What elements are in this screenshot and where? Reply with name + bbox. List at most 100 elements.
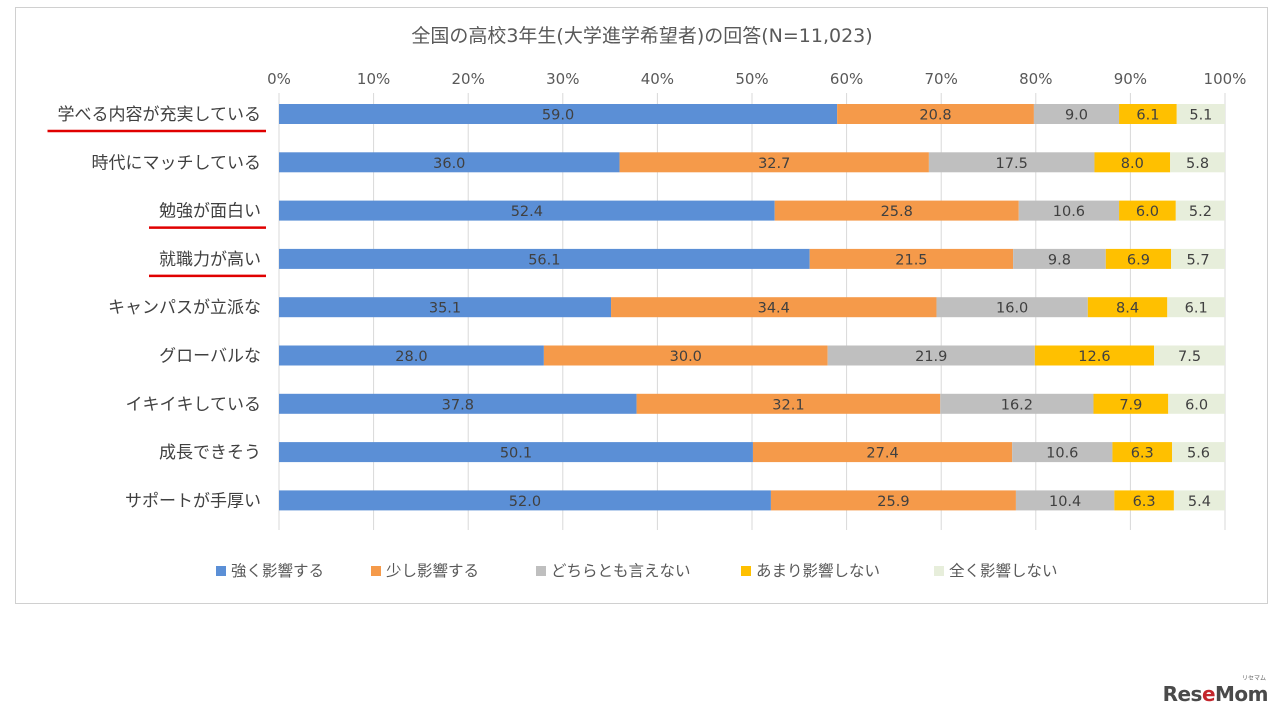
bar-segment bbox=[1176, 104, 1225, 124]
data-label: 6.1 bbox=[1136, 108, 1159, 124]
bar-segment bbox=[1119, 200, 1176, 221]
bar-segment bbox=[279, 104, 838, 124]
data-label: 6.1 bbox=[1185, 301, 1208, 317]
x-tick-label: 30% bbox=[546, 70, 579, 88]
data-label: 8.0 bbox=[1121, 156, 1144, 172]
bar-segment bbox=[837, 104, 1034, 124]
data-label: 36.0 bbox=[433, 156, 465, 172]
data-label: 16.2 bbox=[1001, 397, 1033, 413]
data-label: 7.5 bbox=[1178, 349, 1201, 365]
bar-segment bbox=[1173, 490, 1225, 511]
data-label: 6.0 bbox=[1185, 397, 1208, 413]
data-label: 5.2 bbox=[1189, 204, 1212, 220]
bar-segment bbox=[619, 152, 929, 173]
bar-segment bbox=[1018, 200, 1120, 221]
x-tick-label: 40% bbox=[641, 70, 674, 88]
bar-segment bbox=[1112, 442, 1173, 463]
x-tick-label: 50% bbox=[735, 70, 768, 88]
bar-segment bbox=[1114, 490, 1174, 511]
data-label: 7.9 bbox=[1119, 397, 1142, 413]
bar-segment bbox=[1013, 248, 1106, 269]
data-label: 17.5 bbox=[996, 156, 1028, 172]
category-label: 就職力が高い bbox=[159, 250, 261, 270]
bar-segment bbox=[1119, 104, 1177, 124]
data-label: 52.4 bbox=[511, 204, 543, 220]
data-label: 16.0 bbox=[996, 301, 1028, 317]
bar-segment bbox=[279, 442, 753, 463]
legend-swatch bbox=[934, 566, 944, 576]
data-label: 28.0 bbox=[395, 349, 427, 365]
data-label: 27.4 bbox=[866, 446, 898, 462]
bar-segment bbox=[936, 297, 1088, 318]
x-tick-label: 20% bbox=[452, 70, 485, 88]
bar-segment bbox=[1087, 297, 1168, 318]
data-label: 37.8 bbox=[442, 397, 474, 413]
legend-label: どちらとも言えない bbox=[551, 562, 691, 580]
bar-segment bbox=[1171, 248, 1225, 269]
legend-label: 強く影響する bbox=[231, 562, 324, 580]
data-label: 6.3 bbox=[1131, 446, 1154, 462]
data-label: 56.1 bbox=[528, 252, 560, 268]
bar-segment bbox=[827, 345, 1035, 366]
data-label: 34.4 bbox=[758, 301, 790, 317]
data-label: 5.7 bbox=[1187, 252, 1210, 268]
data-label: 30.0 bbox=[670, 349, 702, 365]
bar-segment bbox=[1034, 345, 1155, 366]
category-label: 勉強が面白い bbox=[159, 202, 261, 222]
category-label: キャンパスが立派な bbox=[108, 298, 261, 318]
data-label: 32.7 bbox=[758, 156, 790, 172]
category-label: サポートが手厚い bbox=[125, 491, 261, 511]
data-label: 35.1 bbox=[429, 301, 461, 317]
data-label: 6.9 bbox=[1127, 252, 1150, 268]
x-tick-label: 90% bbox=[1114, 70, 1147, 88]
data-label: 59.0 bbox=[542, 108, 574, 124]
bar-segment bbox=[1167, 297, 1225, 318]
stacked-bar-chart: 全国の高校3年生(大学進学希望者)の回答(N=11,023) 0% 10% 20% 30… bbox=[47, 25, 1247, 580]
data-label: 6.0 bbox=[1136, 204, 1159, 220]
data-label: 50.1 bbox=[500, 446, 532, 462]
legend-label: 全く影響しない bbox=[949, 562, 1058, 580]
data-label: 10.6 bbox=[1046, 446, 1078, 462]
data-label: 6.3 bbox=[1133, 494, 1156, 510]
bar-segment bbox=[279, 152, 620, 173]
category-label: イキイキしている bbox=[126, 395, 262, 415]
data-label: 5.6 bbox=[1187, 446, 1210, 462]
data-label: 21.9 bbox=[915, 349, 947, 365]
bar-segment bbox=[279, 297, 612, 318]
x-tick-label: 100% bbox=[1204, 70, 1247, 88]
data-label: 8.4 bbox=[1116, 301, 1139, 317]
bar-segment bbox=[774, 200, 1019, 221]
bar-segment bbox=[1012, 442, 1113, 463]
bar-segment bbox=[543, 345, 828, 366]
data-label: 9.0 bbox=[1065, 108, 1088, 124]
data-label: 10.4 bbox=[1049, 494, 1081, 510]
legend-swatch bbox=[371, 566, 381, 576]
data-label: 9.8 bbox=[1048, 252, 1071, 268]
bar-segment bbox=[279, 393, 637, 414]
bar-segment bbox=[279, 200, 775, 221]
category-label: 学べる内容が充実している bbox=[58, 105, 262, 125]
bar-segment bbox=[1015, 490, 1115, 511]
bar-segment bbox=[1033, 104, 1120, 124]
data-label: 20.8 bbox=[919, 108, 951, 124]
data-label: 32.1 bbox=[772, 397, 804, 413]
data-label: 21.5 bbox=[895, 252, 927, 268]
chart-title: 全国の高校3年生(大学進学希望者)の回答(N=11,023) bbox=[411, 25, 872, 47]
bar-segment bbox=[809, 248, 1014, 269]
x-tick-label: 0% bbox=[267, 70, 291, 88]
x-tick-label: 80% bbox=[1019, 70, 1052, 88]
legend-label: 少し影響する bbox=[386, 562, 479, 580]
resemom-logo: ReseMom リセマム bbox=[1162, 675, 1269, 706]
bar-segment bbox=[1168, 393, 1225, 414]
category-label: 成長できそう bbox=[159, 443, 261, 463]
x-tick-label: 70% bbox=[925, 70, 958, 88]
legend-swatch bbox=[216, 566, 226, 576]
bar-segment bbox=[940, 393, 1094, 414]
bar-segment bbox=[928, 152, 1095, 173]
legend-label: あまり影響しない bbox=[756, 562, 880, 580]
data-label: 25.9 bbox=[877, 494, 909, 510]
legend-swatch bbox=[741, 566, 751, 576]
bar-segment bbox=[1094, 152, 1171, 173]
bar-segment bbox=[752, 442, 1013, 463]
category-label: 時代にマッチしている bbox=[92, 153, 262, 173]
